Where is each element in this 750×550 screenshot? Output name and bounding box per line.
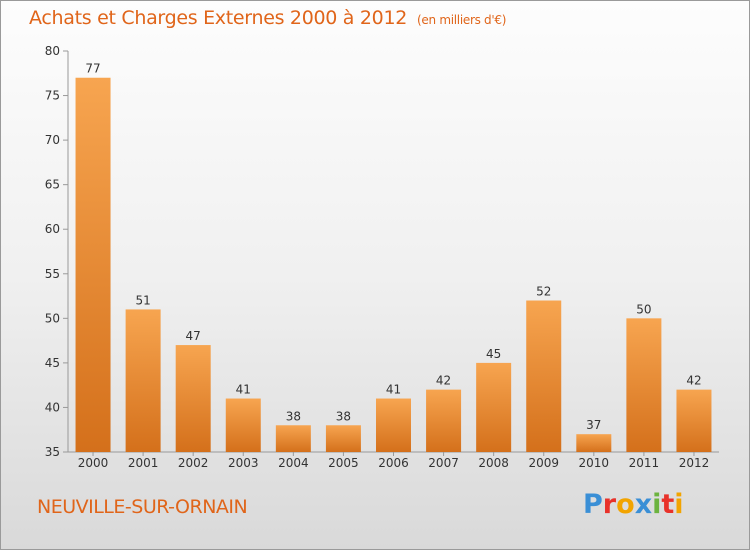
data-label: 38	[336, 409, 351, 423]
data-label: 37	[586, 418, 601, 432]
y-tick-label: 75	[45, 89, 60, 103]
bar	[275, 425, 311, 452]
y-tick-label: 70	[45, 133, 60, 147]
x-tick-label: 2006	[378, 456, 409, 470]
data-label: 41	[236, 383, 251, 397]
logo-letter: i	[674, 489, 684, 520]
y-tick-label: 40	[45, 400, 60, 414]
x-tick-label: 2004	[278, 456, 309, 470]
logo-letter: x	[634, 489, 653, 520]
bar	[626, 318, 662, 452]
data-label: 77	[85, 62, 100, 76]
bar	[376, 398, 411, 452]
x-tick-label: 2001	[128, 456, 159, 470]
logo-letter: P	[583, 489, 603, 520]
data-label: 47	[186, 329, 201, 343]
y-tick-label: 45	[45, 356, 60, 370]
logo-letter: t	[661, 489, 675, 520]
y-tick-label: 60	[45, 222, 60, 236]
logo-letter: o	[616, 489, 635, 520]
data-label: 52	[536, 285, 551, 299]
x-tick-label: 2000	[78, 456, 109, 470]
chart-title: Achats et Charges Externes 2000 à 2012 (e…	[29, 7, 507, 29]
data-label: 38	[286, 409, 301, 423]
y-tick-label: 50	[45, 311, 60, 325]
x-tick-label: 2003	[228, 456, 259, 470]
bar	[175, 345, 211, 452]
commune-name: NEUVILLE-SUR-ORNAIN	[37, 496, 248, 518]
bar	[576, 434, 612, 452]
data-label: 45	[486, 347, 501, 361]
data-label: 42	[436, 374, 451, 388]
y-tick-label: 65	[45, 178, 60, 192]
bar	[526, 300, 562, 452]
x-tick-label: 2002	[178, 456, 209, 470]
x-tick-label: 2007	[428, 456, 459, 470]
chart-unit: (en milliers d'€)	[417, 13, 507, 27]
bar	[125, 309, 161, 452]
data-label: 41	[386, 383, 401, 397]
data-label: 50	[636, 302, 651, 316]
data-label: 51	[135, 293, 150, 307]
bar	[426, 389, 462, 452]
x-tick-label: 2009	[528, 456, 559, 470]
proxiti-logo: Proxiti	[583, 489, 684, 520]
y-tick-label: 80	[45, 44, 60, 58]
bar	[676, 389, 712, 452]
y-tick-label: 35	[45, 445, 60, 459]
bar	[325, 425, 361, 452]
bar	[225, 398, 261, 452]
x-tick-label: 2011	[629, 456, 660, 470]
x-tick-label: 2010	[579, 456, 610, 470]
x-tick-label: 2008	[478, 456, 509, 470]
y-tick-label: 55	[45, 267, 60, 281]
bar	[75, 77, 111, 452]
bar	[476, 362, 512, 452]
logo-letter: r	[602, 489, 617, 520]
x-tick-label: 2012	[679, 456, 710, 470]
data-label: 42	[686, 374, 701, 388]
logo-letter: i	[652, 489, 662, 520]
x-tick-label: 2005	[328, 456, 359, 470]
